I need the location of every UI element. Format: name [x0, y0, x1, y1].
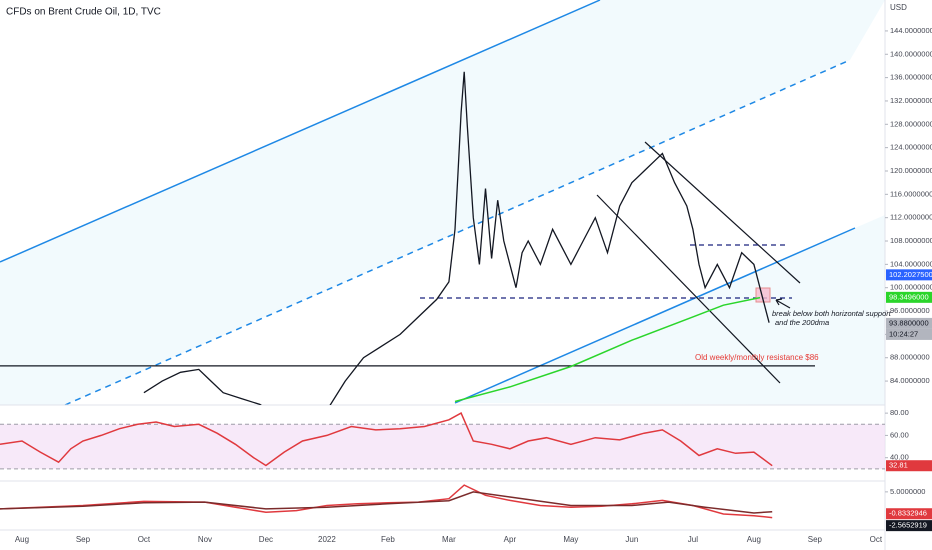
price-label: 102.2027500 [889, 270, 932, 279]
y-tick-label: 100.0000000 [890, 283, 932, 292]
x-tick-label: Dec [259, 535, 273, 544]
y-tick-label: 132.0000000 [890, 96, 932, 105]
pane [0, 412, 885, 470]
price-label-box [886, 460, 932, 472]
series-line [454, 296, 761, 403]
y-tick-label: 88.0000000 [890, 353, 930, 362]
price-label-box [886, 508, 932, 520]
rsi-band [0, 424, 885, 469]
x-tick-label: May [563, 535, 578, 544]
x-tick-label: Aug [747, 535, 761, 544]
price-label: 32.81 [889, 461, 908, 470]
trendline [596, 194, 781, 384]
series-line [0, 484, 773, 519]
y-tick-label: 140.0000000 [890, 49, 932, 58]
price-label: -0.8332946 [889, 509, 927, 518]
y-tick-label: 96.0000000 [890, 306, 930, 315]
currency: USD [890, 3, 907, 12]
annotation: Old weekly/monthly resistance $86 [695, 353, 819, 362]
chart-title: CFDs on Brent Crude Oil, 1D, TVC [6, 7, 161, 18]
arrow [775, 298, 791, 309]
price-label: 98.3496000 [889, 292, 929, 301]
y-tick-label: 60.00 [890, 430, 909, 439]
x-tick-label: Jun [625, 535, 638, 544]
x-tick-label: Mar [442, 535, 456, 544]
x-tick-label: Sep [808, 535, 823, 544]
price-label: -2.5652919 [889, 521, 927, 530]
pane [0, 484, 773, 519]
x-tick-label: Oct [870, 535, 883, 544]
x-tick-label: Sep [76, 535, 91, 544]
y-tick-label: 144.0000000 [890, 26, 932, 35]
series-line [143, 71, 770, 405]
y-tick-label: 84.0000000 [890, 376, 930, 385]
price-label-box [886, 291, 932, 303]
y-tick-label: 120.0000000 [890, 166, 932, 175]
y-tick-label: 128.0000000 [890, 119, 932, 128]
y-tick-label: 116.0000000 [890, 189, 932, 198]
y-tick-label: 124.0000000 [890, 143, 932, 152]
price-label-box [886, 269, 932, 281]
y-tick-label: 108.0000000 [890, 236, 932, 245]
x-tick-label: Nov [198, 535, 212, 544]
y-tick-label: 5.0000000 [890, 487, 925, 496]
series-line [0, 491, 773, 514]
y-tick-label: 104.0000000 [890, 259, 932, 268]
x-tick-label: 2022 [318, 535, 336, 544]
x-tick-label: Apr [504, 535, 517, 544]
y-tick-label: 40.00 [890, 453, 909, 462]
price-label-box [886, 520, 932, 532]
series-line [0, 412, 773, 467]
y-tick-label: 136.0000000 [890, 73, 932, 82]
price-label-box [886, 317, 932, 329]
y-tick-label: 112.0000000 [890, 213, 932, 222]
pane [0, 71, 815, 405]
trendline [644, 141, 801, 284]
countdown: 10:24:27 [889, 329, 918, 338]
y-tick-label: 80.00 [890, 408, 909, 417]
x-tick-label: Jul [688, 535, 698, 544]
x-tick-label: Feb [381, 535, 395, 544]
annotation: break below both horizontal support [772, 309, 892, 318]
countdown-box [886, 328, 932, 340]
price-label: 93.8800000 [889, 318, 929, 327]
highlight-box [755, 287, 771, 303]
x-tick-label: Oct [138, 535, 151, 544]
x-tick-label: Aug [15, 535, 29, 544]
annotation: and the 200dma [775, 318, 829, 327]
channel-fill [0, 0, 885, 405]
trendline [0, 0, 601, 263]
trendline [454, 227, 856, 404]
